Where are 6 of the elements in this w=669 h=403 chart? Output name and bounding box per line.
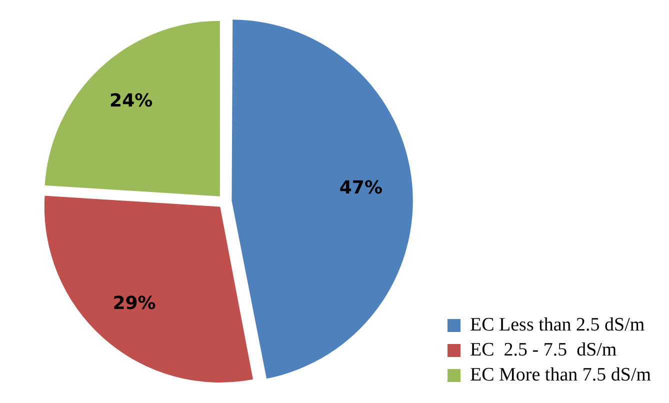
legend-label: EC More than 7.5 dS/m bbox=[470, 364, 652, 386]
data-label: 47% bbox=[339, 177, 382, 198]
data-label: 29% bbox=[112, 292, 156, 314]
legend-label: EC Less than 2.5 dS/m bbox=[470, 314, 645, 336]
legend-label: EC 2.5 - 7.5 dS/m bbox=[470, 339, 617, 360]
data-label: 24% bbox=[110, 90, 153, 112]
